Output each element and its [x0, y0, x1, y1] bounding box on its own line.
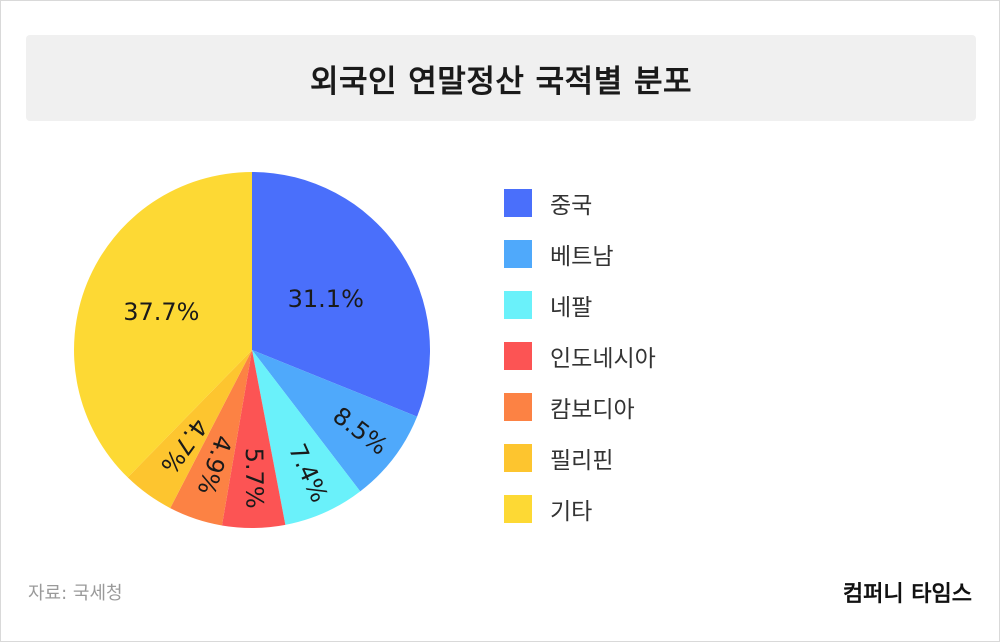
pie-slice-2 — [252, 350, 418, 492]
legend-swatch — [504, 494, 532, 523]
legend-item-cambodia: 캄보디아 — [504, 381, 656, 432]
legend-item-nepal: 네팔 — [504, 279, 656, 330]
pie-slice-label-7: 37.7% — [123, 298, 199, 326]
pie-slice-1 — [252, 172, 430, 417]
legend-label: 필리핀 — [550, 447, 614, 474]
legend-swatch — [504, 239, 532, 268]
pie-slice-6 — [127, 350, 252, 509]
legend-label: 캄보디아 — [550, 396, 635, 423]
legend-item-vietnam: 베트남 — [504, 228, 656, 279]
legend-swatch — [504, 341, 532, 370]
legend-item-china: 중국 — [504, 177, 656, 228]
legend: 중국 베트남 네팔 인도네시아 캄보디아 필리핀 기타 — [504, 177, 656, 534]
legend-swatch — [504, 392, 532, 421]
legend-item-other: 기타 — [504, 483, 656, 534]
legend-swatch — [504, 188, 532, 217]
pie-slice-label-1: 31.1% — [288, 285, 364, 313]
pie-slice-4 — [221, 350, 286, 528]
legend-label: 중국 — [550, 192, 593, 219]
legend-swatch — [504, 443, 532, 472]
pie-slice-label-4: 5.7% — [240, 448, 269, 509]
source-note: 자료: 국세청 — [28, 583, 123, 604]
legend-item-philippines: 필리핀 — [504, 432, 656, 483]
title-bar: 외국인 연말정산 국적별 분포 — [26, 35, 976, 121]
pie-slice-7 — [73, 172, 252, 478]
legend-label: 인도네시아 — [550, 345, 656, 372]
legend-swatch — [504, 290, 532, 319]
legend-label: 기타 — [550, 498, 593, 525]
chart-title: 외국인 연말정산 국적별 분포 — [309, 63, 693, 100]
brand-logo-text: 컴퍼니 타임스 — [842, 582, 972, 607]
pie-slice-5 — [170, 350, 252, 526]
legend-label: 네팔 — [550, 294, 593, 321]
legend-label: 베트남 — [550, 243, 614, 270]
pie-slice-3 — [252, 350, 361, 525]
legend-item-indonesia: 인도네시아 — [504, 330, 656, 381]
